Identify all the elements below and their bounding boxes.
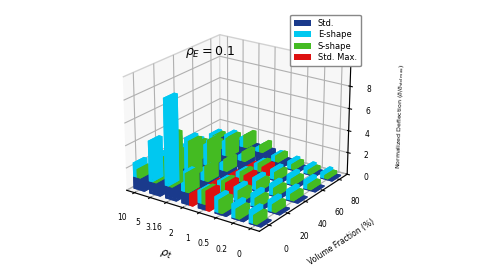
X-axis label: $\rho_t$: $\rho_t$ xyxy=(158,247,173,262)
Legend: Std., E-shape, S-shape, Std. Max.: Std., E-shape, S-shape, Std. Max. xyxy=(290,15,361,66)
Text: $\rho_E=0.1$: $\rho_E=0.1$ xyxy=(185,44,235,61)
Y-axis label: Volume Fraction (%): Volume Fraction (%) xyxy=(307,217,376,267)
